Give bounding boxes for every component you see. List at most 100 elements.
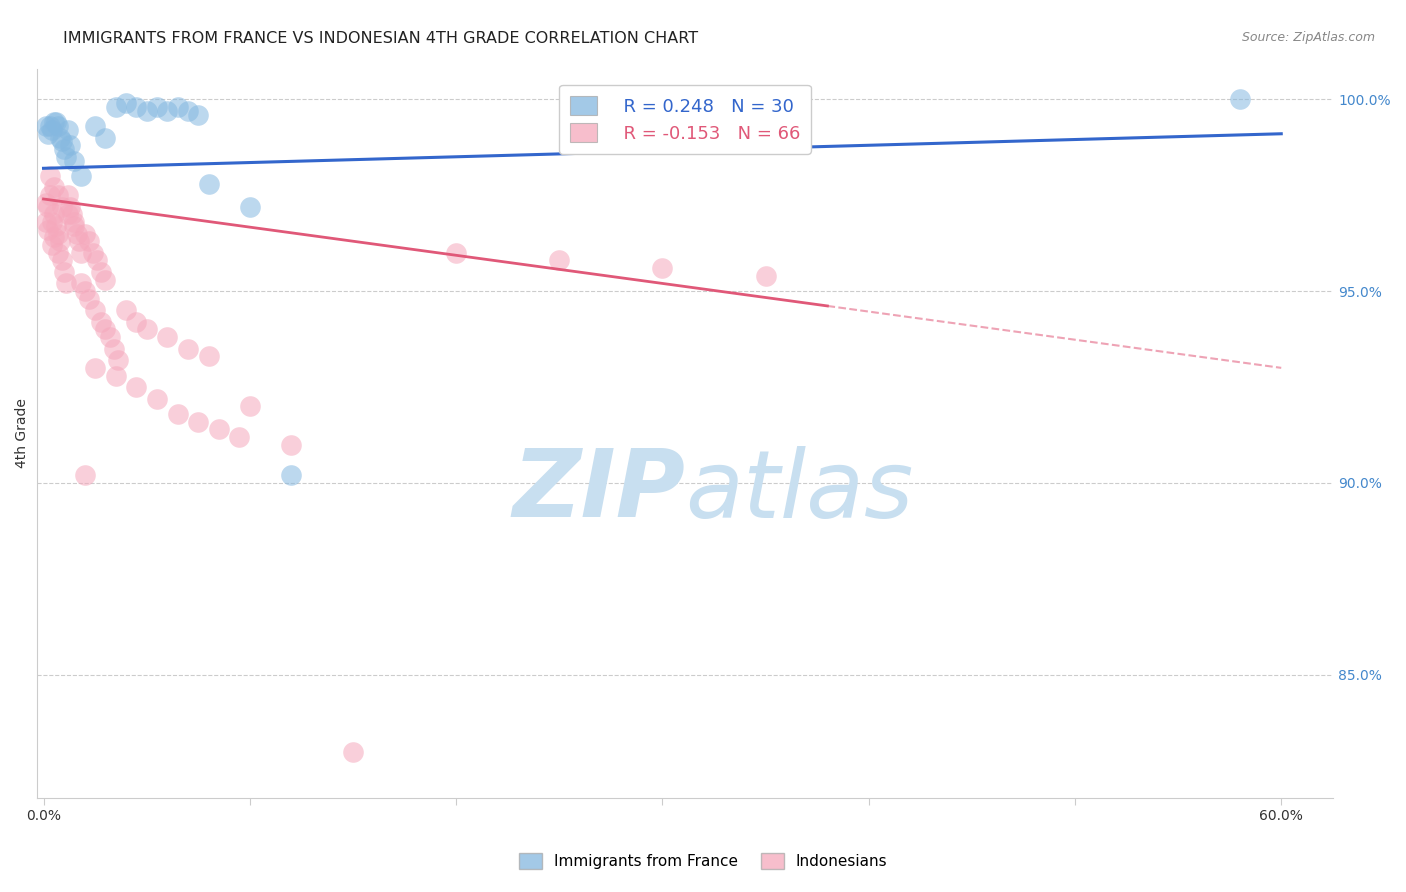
Point [34, 195, 56, 210]
Point [51, 200, 73, 214]
Point [444, 245, 467, 260]
Point [94, 272, 117, 286]
Point [49, 234, 72, 248]
Point [90, 265, 112, 279]
Point [84, 303, 107, 318]
Point [37, 223, 59, 237]
Point [63, 153, 86, 168]
Point [103, 342, 125, 356]
Point [280, 468, 302, 483]
Point [51, 253, 73, 268]
Point [115, 303, 138, 318]
Point [53, 265, 76, 279]
Point [53, 142, 76, 156]
Point [548, 253, 571, 268]
Point [146, 392, 169, 406]
Point [94, 130, 117, 145]
Text: atlas: atlas [685, 446, 914, 537]
Point [135, 103, 157, 118]
Point [166, 407, 188, 421]
Point [67, 234, 90, 248]
Point [90, 315, 112, 329]
Point [115, 96, 138, 111]
Point [125, 315, 148, 329]
Point [73, 227, 96, 241]
Point [63, 215, 86, 229]
Point [58, 207, 80, 221]
Point [754, 268, 776, 283]
Point [69, 245, 91, 260]
Point [82, 245, 104, 260]
Point [239, 399, 262, 413]
Point [45, 115, 67, 129]
Point [77, 292, 100, 306]
Legend: Immigrants from France, Indonesians: Immigrants from France, Indonesians [512, 847, 894, 875]
Point [42, 115, 65, 129]
Point [41, 238, 63, 252]
Point [135, 322, 157, 336]
Point [228, 430, 250, 444]
Point [98, 330, 121, 344]
Y-axis label: 4th Grade: 4th Grade [15, 398, 30, 468]
Text: IMMIGRANTS FROM FRANCE VS INDONESIAN 4TH GRADE CORRELATION CHART: IMMIGRANTS FROM FRANCE VS INDONESIAN 4TH… [63, 31, 699, 46]
Point [73, 284, 96, 298]
Point [38, 169, 60, 183]
Point [63, 219, 86, 233]
Point [166, 100, 188, 114]
Point [651, 261, 673, 276]
Point [55, 277, 77, 291]
Point [38, 119, 60, 133]
Point [41, 215, 63, 229]
Point [187, 415, 209, 429]
Point [84, 119, 107, 133]
Point [46, 245, 69, 260]
Text: Source: ZipAtlas.com: Source: ZipAtlas.com [1241, 31, 1375, 45]
Point [46, 227, 69, 241]
Point [65, 227, 87, 241]
Point [156, 330, 179, 344]
Point [34, 215, 56, 229]
Legend:   R = 0.248   N = 30,   R = -0.153   N = 66: R = 0.248 N = 30, R = -0.153 N = 66 [560, 85, 811, 153]
Point [34, 119, 56, 133]
Point [73, 468, 96, 483]
Point [104, 368, 127, 383]
Point [45, 219, 67, 233]
Point [41, 123, 63, 137]
Point [38, 188, 60, 202]
Point [42, 230, 65, 244]
Point [84, 360, 107, 375]
Point [342, 745, 364, 759]
Point [37, 200, 59, 214]
Point [197, 349, 219, 363]
Point [125, 380, 148, 394]
Point [60, 207, 83, 221]
Point [42, 180, 65, 194]
Text: ZIP: ZIP [512, 445, 685, 537]
Point [177, 342, 200, 356]
Point [280, 437, 302, 451]
Point [197, 177, 219, 191]
Point [104, 100, 127, 114]
Point [58, 123, 80, 137]
Point [239, 200, 262, 214]
Point [156, 103, 179, 118]
Point [1229, 92, 1251, 106]
Point [49, 130, 72, 145]
Point [58, 188, 80, 202]
Point [59, 200, 82, 214]
Point [59, 138, 82, 153]
Point [55, 150, 77, 164]
Point [46, 188, 69, 202]
Point [177, 103, 200, 118]
Point [42, 207, 65, 221]
Point [94, 322, 117, 336]
Point [37, 127, 59, 141]
Point [187, 107, 209, 121]
Point [77, 234, 100, 248]
Point [125, 100, 148, 114]
Point [69, 277, 91, 291]
Point [86, 253, 108, 268]
Point [46, 119, 69, 133]
Point [107, 353, 129, 368]
Point [69, 169, 91, 183]
